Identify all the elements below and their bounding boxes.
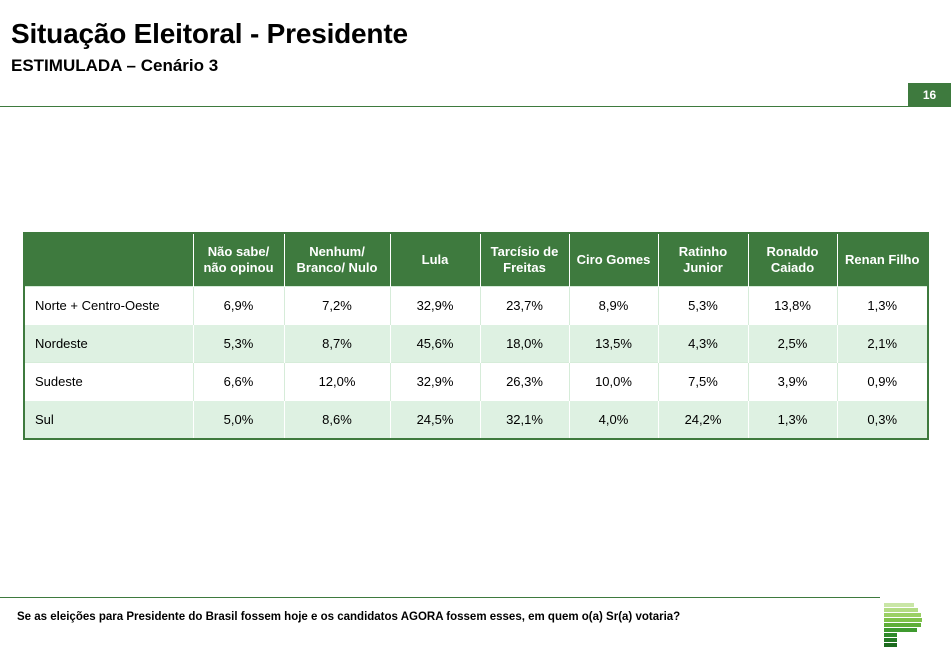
value-cell: 13,5%: [568, 324, 658, 363]
page-number-badge: 16: [908, 83, 951, 107]
value-cell: 8,6%: [283, 400, 390, 438]
column-header: Lula: [389, 234, 480, 287]
value-cell: 2,1%: [836, 324, 927, 363]
column-header: Ratinho Junior: [657, 234, 748, 287]
value-cell: 24,5%: [389, 400, 480, 438]
value-cell: 4,3%: [657, 324, 748, 363]
value-cell: 8,9%: [568, 286, 658, 325]
region-cell: Norte + Centro-Oeste: [25, 286, 193, 325]
value-cell: 7,5%: [657, 362, 748, 401]
value-cell: 0,9%: [836, 362, 927, 401]
page-subtitle: ESTIMULADA – Cenário 3: [11, 56, 219, 75]
table-row: Sudeste 6,6% 12,0% 32,9% 26,3% 10,0% 7,5…: [25, 362, 927, 401]
column-header: Ciro Gomes: [568, 234, 658, 287]
header-divider: [0, 106, 951, 107]
value-cell: 8,7%: [283, 324, 390, 363]
value-cell: 1,3%: [747, 400, 837, 438]
table-header-row: Não sabe/ não opinou Nenhum/ Branco/ Nul…: [25, 234, 927, 287]
column-header: Não sabe/ não opinou: [192, 234, 284, 287]
value-cell: 6,9%: [192, 286, 284, 325]
value-cell: 32,9%: [389, 362, 480, 401]
value-cell: 26,3%: [479, 362, 569, 401]
region-cell: Sudeste: [25, 362, 193, 401]
table-row: Sul 5,0% 8,6% 24,5% 32,1% 4,0% 24,2% 1,3…: [25, 400, 927, 438]
column-header: Nenhum/ Branco/ Nulo: [283, 234, 390, 287]
value-cell: 7,2%: [283, 286, 390, 325]
value-cell: 0,3%: [836, 400, 927, 438]
value-cell: 5,3%: [192, 324, 284, 363]
value-cell: 10,0%: [568, 362, 658, 401]
brand-logo-icon: [884, 603, 922, 647]
column-header: Ronaldo Caiado: [747, 234, 837, 287]
value-cell: 4,0%: [568, 400, 658, 438]
table-row: Nordeste 5,3% 8,7% 45,6% 18,0% 13,5% 4,3…: [25, 324, 927, 363]
column-header: [25, 234, 193, 287]
value-cell: 2,5%: [747, 324, 837, 363]
value-cell: 5,0%: [192, 400, 284, 438]
value-cell: 32,9%: [389, 286, 480, 325]
survey-question: Se as eleições para Presidente do Brasil…: [17, 611, 681, 623]
region-cell: Sul: [25, 400, 193, 438]
results-table-container: Não sabe/ não opinou Nenhum/ Branco/ Nul…: [23, 232, 929, 440]
results-table: Não sabe/ não opinou Nenhum/ Branco/ Nul…: [25, 234, 927, 438]
value-cell: 24,2%: [657, 400, 748, 438]
value-cell: 6,6%: [192, 362, 284, 401]
value-cell: 32,1%: [479, 400, 569, 438]
value-cell: 3,9%: [747, 362, 837, 401]
region-cell: Nordeste: [25, 324, 193, 363]
page-title: Situação Eleitoral - Presidente: [11, 18, 408, 49]
value-cell: 13,8%: [747, 286, 837, 325]
value-cell: 23,7%: [479, 286, 569, 325]
table-row: Norte + Centro-Oeste 6,9% 7,2% 32,9% 23,…: [25, 286, 927, 325]
value-cell: 12,0%: [283, 362, 390, 401]
column-header: Renan Filho: [836, 234, 927, 287]
value-cell: 45,6%: [389, 324, 480, 363]
column-header: Tarcísio de Freitas: [479, 234, 569, 287]
value-cell: 18,0%: [479, 324, 569, 363]
value-cell: 5,3%: [657, 286, 748, 325]
footer-divider: [0, 597, 880, 598]
value-cell: 1,3%: [836, 286, 927, 325]
